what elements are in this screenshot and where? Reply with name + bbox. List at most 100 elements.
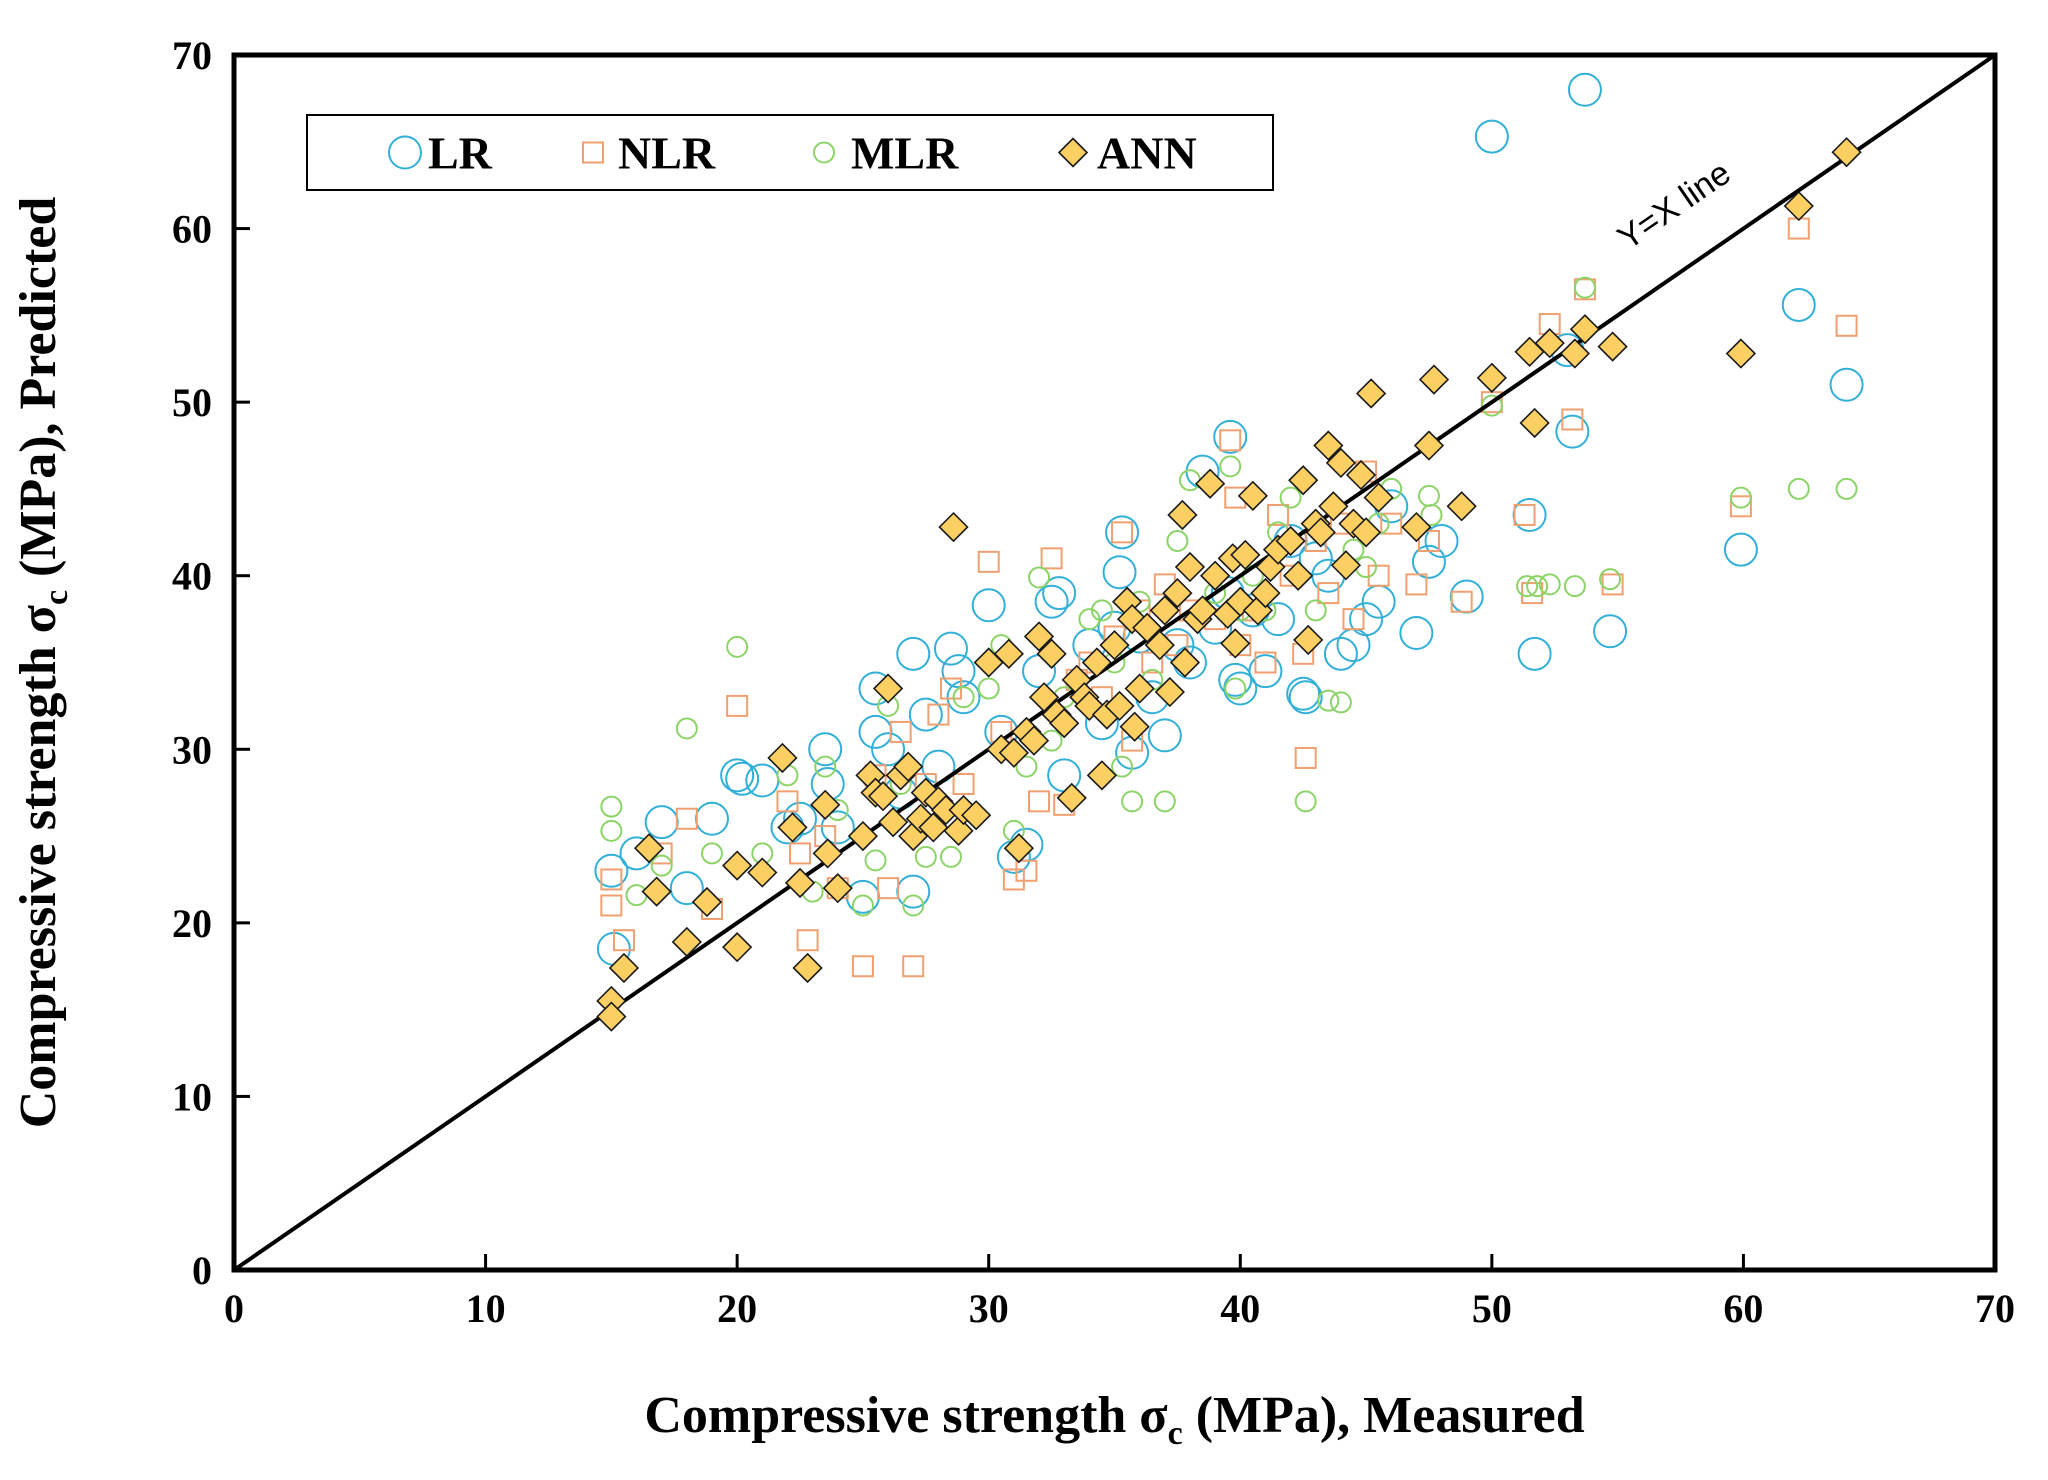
point-ann <box>1167 499 1198 531</box>
legend-label-ann: ANN <box>1097 128 1197 179</box>
series-ann-markers <box>596 137 1862 1032</box>
point-nlr <box>600 868 623 891</box>
point-mlr <box>1563 575 1586 598</box>
point-ann <box>961 800 992 831</box>
point-ann <box>1220 628 1251 659</box>
point-ann <box>1132 612 1163 643</box>
point-lr <box>1105 515 1140 550</box>
plot-frame <box>231 52 1998 1273</box>
y-tick-label: 30 <box>172 727 212 772</box>
legend: LR NLR MLR ANN <box>306 114 1274 191</box>
point-lr <box>1555 414 1590 449</box>
point-ann <box>867 781 899 812</box>
point-ann <box>596 1001 627 1032</box>
point-ann <box>1018 725 1050 756</box>
point-mlr <box>1153 790 1176 813</box>
point-lr <box>820 810 855 845</box>
point-ann <box>1099 630 1130 661</box>
legend-label-nlr: NLR <box>618 128 716 179</box>
point-mlr <box>1111 755 1134 778</box>
x-tick-label: 50 <box>1472 1286 1512 1331</box>
point-ann <box>784 867 816 899</box>
point-nlr <box>1417 530 1440 552</box>
point-ann <box>1174 551 1206 583</box>
point-ann <box>1049 708 1080 739</box>
point-lr <box>1102 555 1137 590</box>
point-mlr <box>1420 503 1443 526</box>
point-lr <box>1517 636 1552 671</box>
point-lr <box>1042 576 1077 611</box>
point-nlr <box>600 894 623 917</box>
point-nlr <box>789 842 812 865</box>
point-nlr <box>952 773 975 795</box>
point-ann <box>1330 550 1362 581</box>
point-mlr <box>1526 575 1549 598</box>
point-mlr <box>1166 530 1189 552</box>
point-nlr <box>1561 408 1584 431</box>
point-ann <box>847 820 879 852</box>
point-ann <box>1081 647 1113 678</box>
point-mlr <box>977 677 1000 700</box>
point-mlr <box>1329 691 1352 714</box>
point-mlr <box>1317 689 1340 712</box>
point-ann <box>1119 711 1150 742</box>
point-nlr <box>1111 521 1134 544</box>
point-ann <box>722 850 753 881</box>
point-ann <box>641 876 672 907</box>
point-ann <box>671 926 702 958</box>
point-nlr <box>977 550 1000 573</box>
point-ann <box>691 886 723 918</box>
x-tick-label: 40 <box>1220 1286 1260 1331</box>
point-lr <box>1593 614 1628 649</box>
point-lr <box>694 801 729 836</box>
point-ann <box>1230 539 1261 571</box>
point-ann <box>1104 690 1135 722</box>
point-nlr <box>851 955 874 978</box>
point-nlr <box>1405 573 1428 596</box>
point-ann <box>1149 595 1180 626</box>
point-lr <box>1829 367 1864 402</box>
point-ann <box>1162 577 1193 609</box>
point-ann <box>1056 782 1087 814</box>
point-ann <box>777 812 808 843</box>
point-ann <box>1036 638 1067 669</box>
point-lr <box>1449 579 1484 614</box>
point-nlr <box>1835 314 1858 337</box>
point-ann <box>1124 673 1155 704</box>
point-ann <box>918 812 949 843</box>
point-ann <box>993 638 1024 669</box>
x-tick-label: 60 <box>1723 1286 1763 1331</box>
point-mlr <box>814 755 837 778</box>
point-lr <box>941 654 976 689</box>
point-ann <box>1325 447 1357 479</box>
point-lr <box>1213 419 1248 454</box>
point-ann <box>1023 621 1055 652</box>
point-ann <box>1237 480 1268 512</box>
legend-marker-lr <box>388 135 422 170</box>
point-ann <box>872 673 904 704</box>
point-ann <box>1446 491 1477 522</box>
point-lr <box>1288 680 1323 715</box>
point-ann <box>1725 338 1757 369</box>
point-ann <box>1275 525 1306 557</box>
point-nlr <box>1573 278 1596 301</box>
legend-marker-mlr <box>813 141 835 164</box>
point-nlr <box>927 703 950 726</box>
point-lr <box>933 631 968 666</box>
point-lr <box>946 680 981 715</box>
point-mlr <box>1121 790 1144 813</box>
point-ann <box>1003 833 1035 864</box>
point-mlr <box>675 717 698 740</box>
point-mlr <box>1279 486 1302 509</box>
y-equals-x-line <box>232 53 1997 1272</box>
point-ann <box>1355 378 1387 409</box>
point-nlr <box>1787 217 1810 240</box>
point-ann <box>1187 595 1218 626</box>
point-ann <box>1418 364 1450 395</box>
point-ann <box>810 789 841 820</box>
point-lr <box>1349 602 1384 637</box>
point-ann <box>1028 682 1060 713</box>
point-ann <box>1345 459 1377 491</box>
point-nlr <box>776 790 799 813</box>
point-lr <box>745 763 780 798</box>
